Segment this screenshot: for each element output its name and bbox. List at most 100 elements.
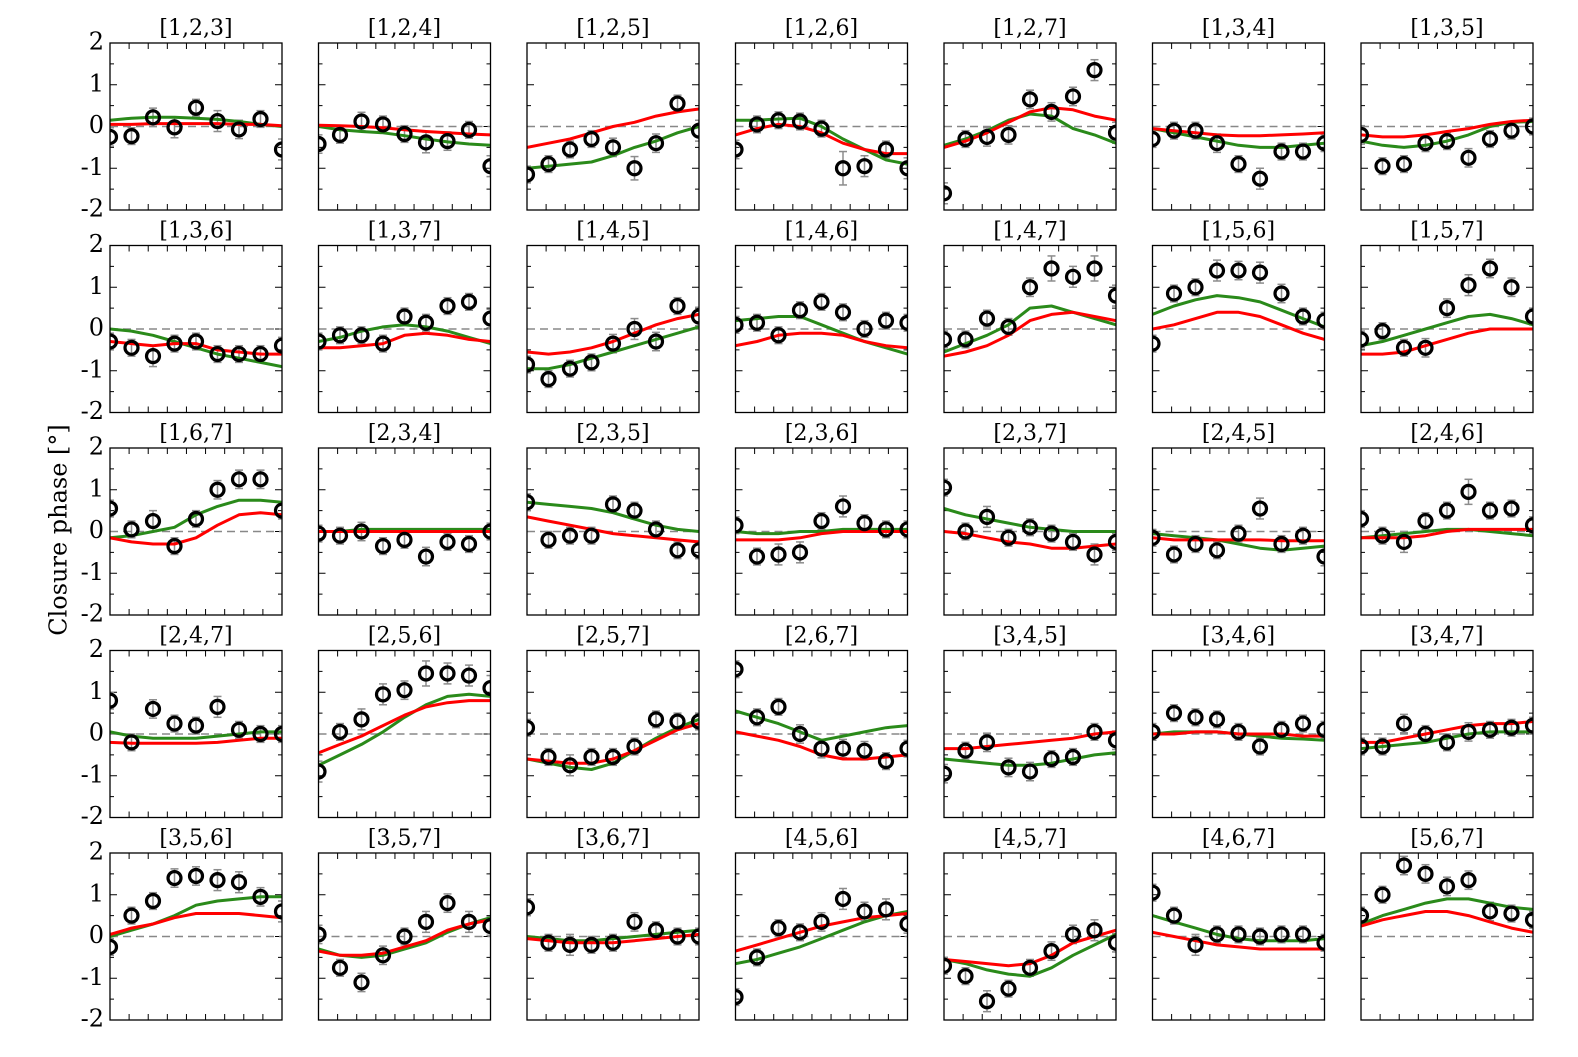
data-point: [856, 742, 873, 759]
data-point: [1417, 865, 1434, 882]
data-point: [353, 711, 370, 728]
data-point: [1361, 331, 1370, 348]
data-point: [527, 719, 536, 736]
y-tick-label: 2: [89, 28, 104, 56]
data-point: [1417, 512, 1434, 530]
data-point: [1524, 308, 1533, 325]
data-point: [1086, 62, 1103, 79]
panel-frame: [734, 42, 909, 211]
data-point: [1395, 715, 1413, 732]
data-point: [770, 920, 787, 937]
model-line-red: [1361, 720, 1533, 744]
y-tick-label: 0: [89, 111, 104, 139]
panel-frame: [526, 852, 700, 1021]
panel-title: [2,3,7]: [993, 421, 1066, 446]
data-point: [187, 717, 205, 734]
data-point: [1021, 519, 1039, 536]
data-point: [957, 523, 974, 540]
y-tick-label: -1: [81, 963, 104, 991]
panel-frame: [734, 649, 909, 819]
panel-frame: [526, 42, 700, 211]
y-tick-label: 2: [89, 635, 104, 663]
data-point: [1000, 980, 1017, 997]
data-point: [770, 546, 787, 563]
data-point: [527, 494, 536, 511]
panel-plot-area: [1152, 883, 1325, 957]
data-point: [1165, 907, 1183, 924]
data-point: [1273, 926, 1290, 943]
data-point: [604, 139, 622, 156]
data-point: [1021, 91, 1039, 108]
data-point: [396, 682, 413, 699]
data-point: [626, 913, 643, 930]
data-point: [1043, 260, 1060, 277]
data-point: [1481, 260, 1499, 277]
data-point: [460, 121, 478, 138]
data-point: [396, 308, 413, 325]
data-point: [417, 134, 435, 151]
data-point: [439, 533, 456, 551]
data-point: [944, 331, 953, 348]
data-point: [626, 502, 643, 519]
model-line-red: [318, 331, 491, 350]
data-point: [1460, 872, 1477, 889]
panel-frame: [943, 852, 1117, 1021]
panel: [1,2,3] 2 1 0 -1 -2: [81, 16, 283, 223]
data-point: [1152, 130, 1161, 148]
data-point: [209, 698, 226, 715]
panel-title: [2,6,7]: [785, 624, 858, 649]
data-point: [1230, 155, 1247, 173]
data-point: [834, 304, 852, 321]
data-point: [834, 498, 852, 515]
axis-ticks: [1361, 42, 1533, 211]
panel-frame: [317, 42, 492, 211]
panel-grid: [1,2,3] 2 1 0 -1 -2 [1,2,4] [1,2,5] [1,2,6] [1,2,…: [81, 16, 1534, 1033]
data-point: [209, 481, 226, 498]
panel: [1,2,6]: [734, 16, 909, 211]
data-point: [877, 521, 895, 538]
data-point: [1481, 502, 1499, 519]
data-point: [1273, 143, 1290, 160]
panel: [1,5,7]: [1360, 219, 1534, 414]
panel: [1,3,6] 2 1 0 -1 -2: [81, 219, 283, 425]
data-point: [690, 542, 699, 559]
data-point: [527, 356, 536, 373]
data-point: [209, 872, 226, 889]
panel: [3,4,7]: [1360, 624, 1534, 819]
y-tick-label: -1: [81, 355, 104, 383]
data-point: [1316, 934, 1325, 951]
data-point: [110, 333, 119, 350]
model-line-green: [527, 500, 699, 533]
data-point: [1273, 721, 1290, 738]
data-point: [856, 903, 873, 920]
panel: [1,2,7]: [943, 16, 1117, 211]
panel-plot-area: [1361, 478, 1533, 554]
data-point: [374, 538, 392, 555]
panel-title: [2,4,7]: [159, 624, 232, 649]
data-point: [1395, 533, 1413, 551]
y-tick-label: 1: [89, 677, 104, 705]
panel-frame: [734, 244, 909, 414]
data-point: [252, 345, 269, 363]
y-tick-label: 0: [89, 719, 104, 747]
data-point: [230, 721, 248, 738]
panel-plot-area: [944, 478, 1116, 566]
data-point: [374, 686, 392, 703]
data-point: [1000, 529, 1017, 546]
model-line-green: [1361, 897, 1533, 926]
data-point: [791, 302, 809, 319]
data-point: [417, 314, 435, 331]
data-point: [482, 917, 491, 935]
data-point: [669, 713, 686, 730]
panel-frame: [109, 42, 283, 211]
panel: [2,4,7] 2 1 0 -1 -2: [81, 624, 283, 830]
data-point: [417, 665, 435, 682]
data-point: [877, 312, 895, 329]
data-point: [252, 471, 269, 488]
data-point: [396, 928, 413, 945]
data-point: [1165, 705, 1183, 722]
panel-plot-area: [110, 98, 282, 161]
panel: [2,3,7]: [943, 421, 1117, 616]
panel-plot-area: [1152, 259, 1325, 353]
data-point: [748, 949, 766, 966]
